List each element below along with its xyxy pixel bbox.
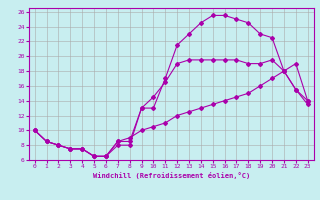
X-axis label: Windchill (Refroidissement éolien,°C): Windchill (Refroidissement éolien,°C) [92, 172, 250, 179]
